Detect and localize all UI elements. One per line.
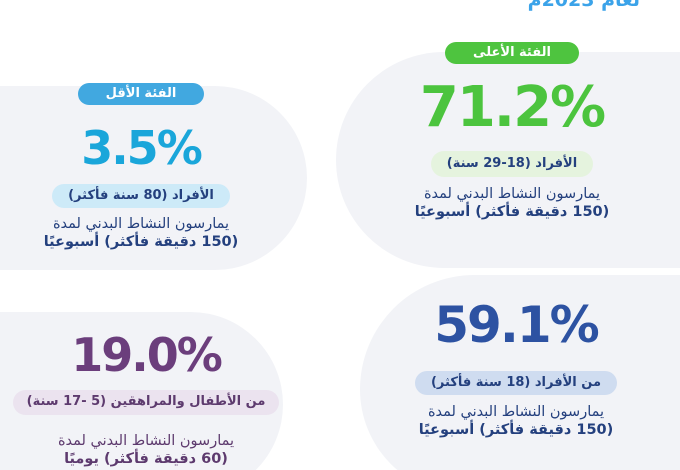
highest-category-badge: الفئة الأعلى [445, 42, 579, 65]
lowest-category-desc-line1: يمارسون النشاط البدني لمدة [52, 216, 230, 233]
lowest-category-badge: الفئة الأقل [77, 83, 205, 106]
lowest-category-value: 3.5% [81, 121, 203, 176]
adults-desc-line1: يمارسون النشاط البدني لمدة [427, 403, 605, 420]
children-value: 19.0% [71, 328, 223, 382]
highest-category-desc-line1: يمارسون النشاط البدني لمدة [423, 186, 601, 203]
children-group-badge: من الأطفال والمراهقين (5 -17 سنة) [12, 390, 280, 415]
children-desc-line2: (60 دقيقة فأكثر) يوميًا [64, 450, 228, 467]
stat-lowest-category: الفئة الأقل 3.5% الأفراد (80 سنة فأكثر) … [11, 83, 271, 251]
adults-group-badge: من الأفراد (18 سنة فأكثر) [414, 370, 618, 395]
highest-category-value: 71.2% [419, 75, 606, 141]
year-label: لعام 2023م [527, 0, 640, 11]
stat-children: 19.0% من الأطفال والمراهقين (5 -17 سنة) … [12, 328, 280, 468]
stat-highest-category: الفئة الأعلى 71.2% الأفراد (18-29 سنة) ي… [382, 42, 642, 221]
card-lowest-category-bg [0, 86, 307, 270]
adults-desc-line2: (150 دقيقة فأكثر) أسبوعيًا [418, 421, 614, 438]
highest-category-group-badge: الأفراد (18-29 سنة) [430, 150, 594, 178]
lowest-category-group-badge: الأفراد (80 سنة فأكثر) [52, 183, 230, 209]
highest-category-desc-line2: (150 دقيقة فأكثر) أسبوعيًا [414, 204, 610, 221]
children-desc-line1: يمارسون النشاط البدني لمدة [57, 432, 235, 449]
stat-adults: 59.1% من الأفراد (18 سنة فأكثر) يمارسون … [386, 299, 646, 439]
adults-value: 59.1% [434, 296, 599, 354]
lowest-category-desc-line2: (150 دقيقة فأكثر) أسبوعيًا [43, 234, 239, 251]
